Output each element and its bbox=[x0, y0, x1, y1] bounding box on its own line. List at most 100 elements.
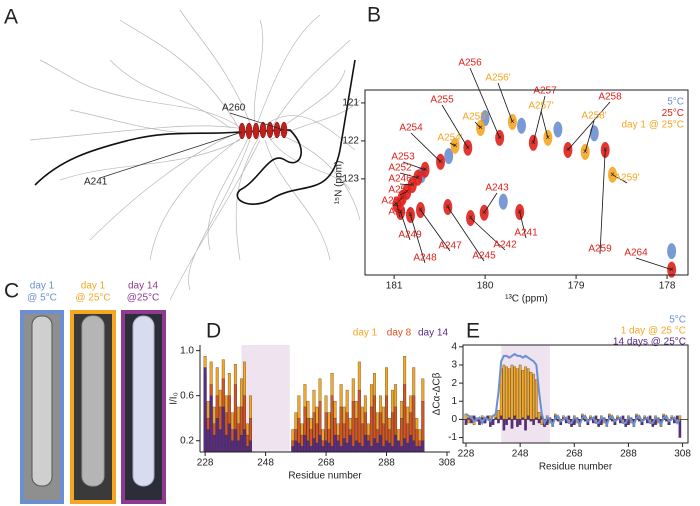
bar bbox=[472, 415, 476, 420]
bar bbox=[513, 366, 517, 420]
bar bbox=[227, 423, 231, 453]
peak bbox=[553, 121, 563, 138]
bar bbox=[369, 406, 373, 453]
leader bbox=[410, 132, 441, 163]
bar bbox=[372, 438, 376, 453]
bar bbox=[521, 417, 525, 420]
y-tick-label: 122 bbox=[342, 136, 359, 147]
bar bbox=[315, 442, 319, 453]
legend-entry: day 14 bbox=[418, 328, 448, 339]
x-tick-label: 248 bbox=[512, 449, 529, 460]
peak-cross: × bbox=[423, 165, 428, 174]
bar bbox=[357, 442, 361, 453]
bar bbox=[397, 440, 401, 453]
bar bbox=[494, 417, 498, 420]
bar bbox=[537, 411, 541, 420]
x-axis-label: Residue number bbox=[539, 462, 613, 473]
bar bbox=[594, 415, 598, 420]
bar bbox=[526, 368, 530, 420]
peak bbox=[667, 243, 677, 260]
bar bbox=[324, 440, 328, 453]
bar bbox=[221, 406, 225, 453]
peak-label: A242 bbox=[493, 240, 517, 251]
peak-cross: × bbox=[583, 147, 588, 156]
y-tick-label: 0.6 bbox=[180, 390, 194, 401]
bar bbox=[421, 440, 425, 453]
bar bbox=[516, 419, 519, 427]
bar bbox=[376, 442, 379, 453]
bar bbox=[412, 440, 416, 453]
peak-label: A246 bbox=[388, 174, 412, 185]
bar bbox=[339, 446, 343, 453]
bar bbox=[567, 415, 571, 420]
legend-entry: 5°C bbox=[667, 97, 684, 108]
peak-cross: × bbox=[395, 200, 400, 209]
y-tick-label: 1.0 bbox=[180, 345, 194, 356]
bar bbox=[497, 419, 500, 424]
tube-label: @ 25°C bbox=[75, 293, 110, 304]
bar bbox=[246, 446, 249, 453]
peak bbox=[498, 193, 508, 210]
peak-label: A251 bbox=[388, 185, 412, 196]
leader bbox=[420, 209, 451, 252]
bar bbox=[369, 446, 373, 453]
peak-cross: × bbox=[478, 123, 483, 132]
residue-label: A241 bbox=[84, 177, 108, 188]
y-tick-label: 0 bbox=[451, 414, 457, 425]
x-axis-label: ¹³C (ppm) bbox=[505, 294, 548, 305]
legend-entry: 1 day @ 25 °C bbox=[621, 326, 686, 337]
peak-cross: × bbox=[408, 210, 413, 219]
bar bbox=[418, 446, 422, 453]
bar bbox=[502, 364, 506, 420]
peak bbox=[516, 117, 526, 134]
bar bbox=[505, 419, 508, 426]
bar bbox=[363, 434, 367, 453]
bar bbox=[339, 406, 343, 453]
bar bbox=[212, 434, 216, 453]
peak-cross: × bbox=[497, 133, 502, 142]
peak-label: A255' bbox=[462, 112, 487, 123]
panel-label: B bbox=[367, 4, 381, 27]
bar bbox=[505, 366, 508, 420]
bar bbox=[330, 446, 334, 453]
leader bbox=[400, 211, 411, 241]
peak-cross: × bbox=[517, 207, 522, 216]
peak-label: A241 bbox=[514, 228, 538, 239]
bar bbox=[610, 419, 614, 422]
x-tick-label: 179 bbox=[568, 281, 585, 292]
peak-cross: × bbox=[405, 187, 410, 196]
legend-entry: 5°C bbox=[669, 315, 686, 326]
panel-label: A bbox=[4, 6, 18, 29]
bar bbox=[502, 419, 506, 431]
y-axis-label: ΔCα-ΔCβ bbox=[432, 372, 443, 415]
bar bbox=[665, 419, 668, 422]
peak-cross: × bbox=[510, 117, 515, 126]
x-tick-label: 308 bbox=[439, 458, 456, 469]
bar bbox=[327, 442, 331, 453]
peak-cross: × bbox=[453, 141, 458, 150]
bar bbox=[648, 415, 652, 420]
x-tick-label: 268 bbox=[318, 458, 335, 469]
bar bbox=[388, 442, 391, 453]
bar bbox=[224, 434, 228, 453]
bar bbox=[357, 389, 361, 453]
y-tick-label: 3 bbox=[451, 360, 457, 371]
peak-label: A247 bbox=[438, 241, 462, 252]
bar bbox=[379, 434, 382, 453]
bar bbox=[513, 415, 517, 420]
peak-cross: × bbox=[603, 145, 608, 154]
bar bbox=[233, 429, 237, 453]
peak-cross: × bbox=[415, 173, 420, 182]
peak-label: A257 bbox=[533, 86, 557, 97]
peak-label: A248 bbox=[413, 253, 437, 264]
leader bbox=[469, 67, 501, 139]
bar bbox=[209, 395, 213, 453]
peak-label: A243 bbox=[485, 183, 509, 194]
tube-label: day 1 bbox=[30, 281, 55, 292]
bar bbox=[521, 370, 525, 420]
y-tick-label: 121 bbox=[342, 98, 359, 109]
x-axis-label: Residue number bbox=[288, 471, 362, 482]
x-tick-label: 308 bbox=[674, 449, 691, 460]
bar bbox=[409, 434, 413, 453]
